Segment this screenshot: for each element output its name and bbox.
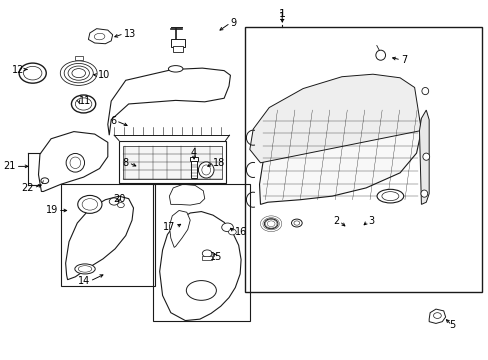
Bar xyxy=(153,184,249,320)
Bar xyxy=(75,56,82,60)
Circle shape xyxy=(75,98,92,110)
Text: 2: 2 xyxy=(332,216,339,226)
Ellipse shape xyxy=(66,153,84,172)
Ellipse shape xyxy=(381,192,398,201)
Circle shape xyxy=(19,63,46,83)
Circle shape xyxy=(264,219,277,229)
Text: 3: 3 xyxy=(367,216,373,226)
Text: 18: 18 xyxy=(213,158,225,168)
Ellipse shape xyxy=(75,264,95,274)
Text: 1: 1 xyxy=(278,9,285,19)
Ellipse shape xyxy=(186,280,216,300)
Text: 17: 17 xyxy=(163,222,175,232)
Bar xyxy=(189,157,198,161)
Ellipse shape xyxy=(422,153,429,160)
Polygon shape xyxy=(107,68,230,135)
Polygon shape xyxy=(249,74,421,163)
Circle shape xyxy=(117,203,124,208)
Circle shape xyxy=(202,250,212,257)
Circle shape xyxy=(71,95,96,113)
Text: 21: 21 xyxy=(3,161,16,171)
Polygon shape xyxy=(160,212,241,320)
Circle shape xyxy=(221,223,233,231)
Circle shape xyxy=(291,219,302,227)
Text: 20: 20 xyxy=(113,194,125,204)
Polygon shape xyxy=(419,110,428,204)
Text: 1: 1 xyxy=(279,12,285,22)
Polygon shape xyxy=(428,309,445,323)
Ellipse shape xyxy=(78,266,92,272)
Text: 15: 15 xyxy=(209,252,222,262)
Circle shape xyxy=(41,178,49,184)
Text: 7: 7 xyxy=(400,55,407,65)
Text: 6: 6 xyxy=(110,116,116,126)
Circle shape xyxy=(433,313,440,319)
Ellipse shape xyxy=(94,33,104,40)
Ellipse shape xyxy=(376,189,403,203)
Text: 14: 14 xyxy=(78,276,90,286)
Bar xyxy=(173,46,183,51)
Ellipse shape xyxy=(375,50,385,60)
Bar xyxy=(202,256,212,260)
Circle shape xyxy=(109,198,119,205)
Text: 9: 9 xyxy=(230,18,236,28)
Text: 16: 16 xyxy=(235,227,247,237)
Circle shape xyxy=(293,221,299,225)
Polygon shape xyxy=(65,196,133,280)
Bar xyxy=(122,146,221,179)
Polygon shape xyxy=(259,105,421,204)
Text: 8: 8 xyxy=(122,158,128,168)
Text: 22: 22 xyxy=(21,183,34,193)
Bar xyxy=(170,39,185,46)
Ellipse shape xyxy=(420,190,427,197)
Ellipse shape xyxy=(68,66,89,80)
Circle shape xyxy=(78,195,102,213)
Ellipse shape xyxy=(198,162,214,178)
Circle shape xyxy=(23,66,42,80)
Ellipse shape xyxy=(168,66,183,72)
Polygon shape xyxy=(39,132,107,192)
Circle shape xyxy=(228,229,236,235)
Text: 12: 12 xyxy=(12,64,24,75)
Polygon shape xyxy=(169,211,190,247)
Ellipse shape xyxy=(202,165,210,175)
Text: 13: 13 xyxy=(123,29,136,39)
Bar xyxy=(61,184,155,286)
Text: 19: 19 xyxy=(45,206,58,216)
Text: 11: 11 xyxy=(79,96,91,106)
Ellipse shape xyxy=(72,69,85,78)
Text: 5: 5 xyxy=(448,320,454,330)
Bar xyxy=(119,140,225,183)
Bar xyxy=(191,161,197,178)
Ellipse shape xyxy=(60,61,97,85)
Text: 10: 10 xyxy=(98,70,110,80)
Polygon shape xyxy=(169,184,204,205)
Circle shape xyxy=(82,199,98,210)
Polygon shape xyxy=(88,29,112,44)
Ellipse shape xyxy=(70,157,81,168)
Text: 4: 4 xyxy=(191,148,197,158)
Bar xyxy=(244,27,482,292)
Ellipse shape xyxy=(421,87,428,95)
Ellipse shape xyxy=(64,63,93,83)
